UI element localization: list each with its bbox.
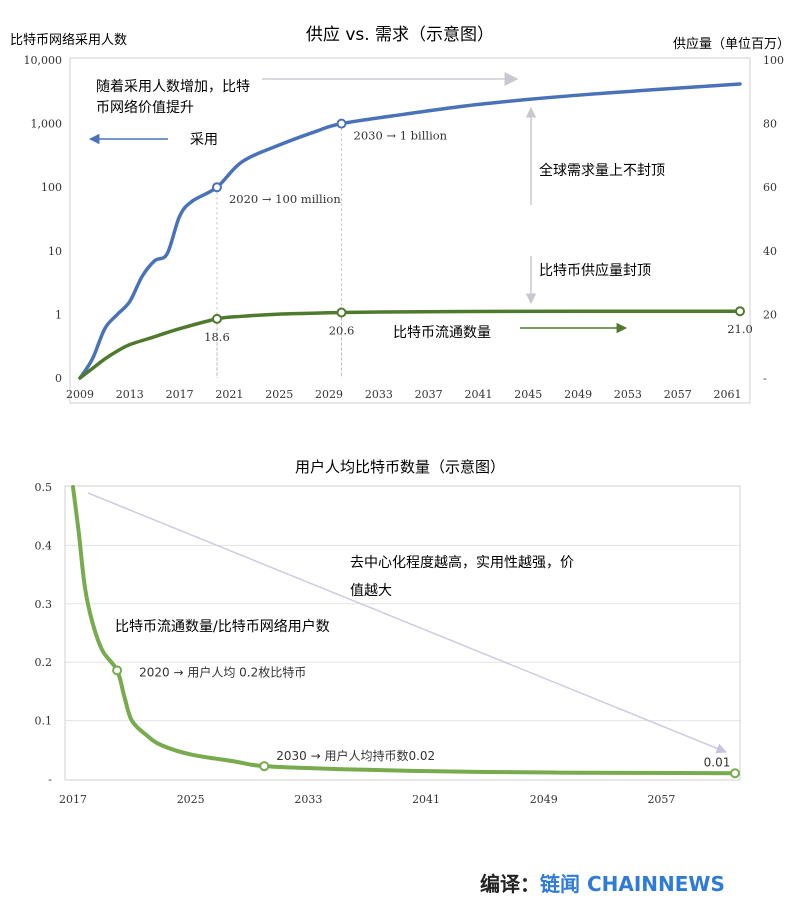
annotation-adopt-growth: 随着采用人数增加，比特 币网络价值提升: [96, 79, 254, 116]
y-tick-label: -: [48, 773, 52, 786]
x-tick-label: 2025: [177, 793, 205, 806]
decentralization-arrow: [87, 492, 727, 754]
y-tick-label: 0.4: [35, 539, 53, 552]
series-markers: 2020 → 100 million 2030 → 1 billion 18.6 20…: [204, 118, 753, 344]
x-tick-label: 2041: [464, 388, 492, 401]
annotation-ratio: 比特币流通数量/比特币网络用户数: [115, 618, 330, 635]
data-point-marker: [259, 761, 270, 772]
y-right-tick-label: 40: [763, 245, 777, 258]
x-tick-label: 2041: [412, 793, 440, 806]
marker-label: 2020 → 100 million: [229, 192, 341, 206]
y-tick-label: 0.2: [35, 656, 53, 669]
x-tick-label: 2009: [66, 388, 94, 401]
x-tick-label: 2049: [564, 388, 592, 401]
data-point-marker: [730, 768, 740, 779]
data-point-marker: [336, 118, 347, 129]
y-left-tick-label: 10: [48, 245, 62, 258]
x-ticks: 2017 2025 2033 2041 2049 2057: [59, 793, 675, 806]
data-point-marker: [735, 306, 745, 317]
y-left-tick-label: 1: [55, 308, 62, 321]
y-right-tick-label: 80: [763, 118, 777, 131]
x-tick-label: 2045: [514, 388, 542, 401]
marker-label: 21.0: [727, 322, 753, 336]
grid-lines: [65, 544, 740, 722]
x-tick-label: 2037: [415, 388, 443, 401]
annotation-demand-uncapped: 全球需求量上不封顶: [539, 162, 665, 179]
x-tick-label: 2021: [215, 388, 243, 401]
y-ticks: - 0.1 0.2 0.3 0.4 0.5: [35, 481, 53, 786]
chart1-title: 供应 vs. 需求（示意图）: [306, 25, 494, 45]
plot-frame: [64, 485, 741, 781]
y-tick-label: 0.5: [35, 481, 53, 494]
annotations: 去中心化程度越高，实用性越强，价 值越大 比特币流通数量/比特币网络用户数: [115, 554, 578, 635]
y-left-label: 比特币网络采用人数: [10, 32, 127, 48]
x-tick-label: 2017: [59, 793, 87, 806]
series-markers: 2020 → 用户人均 0.2枚比特币 2030 → 用户人均持币数0.02 0.0…: [112, 664, 740, 779]
credit: 编译：链闻 CHAINNEWS: [480, 868, 780, 898]
x-tick-label: 2061: [714, 388, 742, 401]
x-tick-label: 2049: [530, 793, 558, 806]
x-tick-label: 2029: [315, 388, 343, 401]
annotation-supply-capped: 比特币供应量封顶: [539, 262, 651, 279]
y-right-ticks: - 20 40 60 80 100: [763, 54, 784, 385]
annotation-adoption: 采用: [190, 132, 218, 148]
supply-line: [78, 309, 742, 380]
y-left-tick-label: 10,000: [24, 54, 63, 67]
y-left-tick-label: 1,000: [31, 118, 63, 131]
y-right-tick-label: 100: [763, 54, 784, 67]
x-tick-label: 2013: [116, 388, 144, 401]
data-point-marker: [336, 307, 347, 318]
marker-label: 18.6: [204, 330, 230, 344]
x-tick-label: 2053: [614, 388, 642, 401]
annotation-decentralization: 去中心化程度越高，实用性越强，价 值越大: [350, 554, 578, 599]
x-ticks: 2009 2013 2017 2021 2025 2029 2033 2037 2041 2045…: [66, 388, 742, 401]
y-left-tick-label: 0: [55, 372, 62, 385]
y-left-tick-label: 100: [41, 181, 62, 194]
data-point-marker: [112, 665, 123, 676]
x-tick-label: 2057: [664, 388, 692, 401]
y-left-ticks: 0 1 10 100 1,000 10,000: [24, 54, 63, 385]
x-tick-label: 2057: [647, 793, 675, 806]
marker-label: 2030 → 1 billion: [354, 129, 448, 143]
annotations: 随着采用人数增加，比特 币网络价值提升 采用 全球需求量上不封顶 比特币供应量封…: [88, 72, 665, 341]
marker-label: 2030 → 用户人均持币数0.02: [276, 748, 435, 763]
y-right-label: 供应量（单位百万）: [673, 36, 790, 52]
data-point-marker: [211, 313, 222, 324]
per-user-line: [71, 485, 737, 776]
x-tick-label: 2017: [166, 388, 194, 401]
y-tick-label: 0.1: [35, 715, 53, 728]
chart2-title: 用户人均比特币数量（示意图）: [295, 458, 505, 476]
y-right-tick-label: 20: [763, 308, 777, 321]
y-right-tick-label: 60: [763, 181, 777, 194]
marker-label: 20.6: [329, 323, 355, 337]
annotation-circulating: 比特币流通数量: [393, 325, 491, 341]
marker-label: 2020 → 用户人均 0.2枚比特币: [139, 664, 306, 679]
y-right-tick-label: -: [763, 372, 767, 385]
marker-label: 0.01: [704, 755, 731, 769]
y-tick-label: 0.3: [35, 598, 53, 611]
x-tick-label: 2025: [265, 388, 293, 401]
credit-label: 编译：: [480, 872, 540, 896]
guide-lines: [216, 123, 343, 378]
supply-demand-chart: 供应 vs. 需求（示意图） 比特币网络采用人数 供应量（单位百万） 0 1 10 1…: [10, 25, 790, 404]
data-point-marker: [211, 182, 222, 193]
series-lines: [71, 485, 737, 776]
chainnews-logo: 链闻 CHAINNEWS: [540, 872, 725, 896]
plot-frame: [69, 57, 751, 404]
per-user-chart: 用户人均比特币数量（示意图） - 0.1 0.2 0.3 0.4 0.5 2017 2025…: [35, 458, 741, 806]
x-tick-label: 2033: [294, 793, 322, 806]
x-tick-label: 2033: [365, 388, 393, 401]
